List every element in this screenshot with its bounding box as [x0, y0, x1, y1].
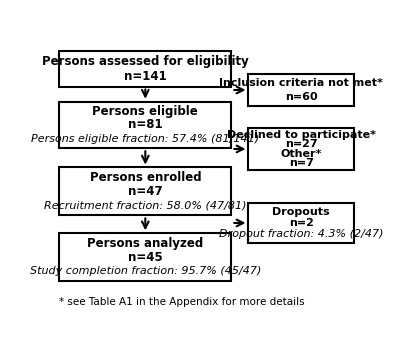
FancyBboxPatch shape	[59, 233, 231, 281]
Text: Dropouts: Dropouts	[272, 206, 330, 216]
FancyBboxPatch shape	[59, 51, 231, 87]
FancyBboxPatch shape	[59, 102, 231, 148]
Text: Study completion fraction: 95.7% (45/47): Study completion fraction: 95.7% (45/47)	[30, 266, 261, 276]
Text: n=7: n=7	[289, 158, 314, 168]
FancyBboxPatch shape	[248, 128, 354, 170]
Text: Persons analyzed: Persons analyzed	[87, 236, 204, 250]
Text: n=60: n=60	[285, 91, 318, 101]
Text: n=2: n=2	[289, 218, 314, 228]
FancyBboxPatch shape	[248, 74, 354, 106]
Text: Other*: Other*	[280, 148, 322, 158]
Text: n=47: n=47	[128, 185, 163, 198]
Text: * see Table A1 in the Appendix for more details: * see Table A1 in the Appendix for more …	[59, 297, 305, 307]
FancyBboxPatch shape	[248, 203, 354, 243]
Text: Persons assessed for eligibility: Persons assessed for eligibility	[42, 55, 249, 68]
Text: Dropout fraction: 4.3% (2/47): Dropout fraction: 4.3% (2/47)	[219, 229, 383, 239]
Text: Declined to participate*: Declined to participate*	[227, 130, 376, 140]
Text: n=141: n=141	[124, 70, 167, 83]
Text: Persons eligible fraction: 57.4% (81/141): Persons eligible fraction: 57.4% (81/141…	[31, 134, 259, 144]
Text: Persons eligible: Persons eligible	[92, 105, 198, 118]
FancyBboxPatch shape	[59, 167, 231, 215]
Text: n=81: n=81	[128, 119, 163, 131]
Text: Recruitment fraction: 58.0% (47/81): Recruitment fraction: 58.0% (47/81)	[44, 200, 246, 211]
Text: n=27: n=27	[285, 139, 318, 149]
Text: Inclusion criteria not met*: Inclusion criteria not met*	[219, 78, 383, 89]
Text: n=45: n=45	[128, 251, 163, 264]
Text: Persons enrolled: Persons enrolled	[90, 171, 201, 184]
